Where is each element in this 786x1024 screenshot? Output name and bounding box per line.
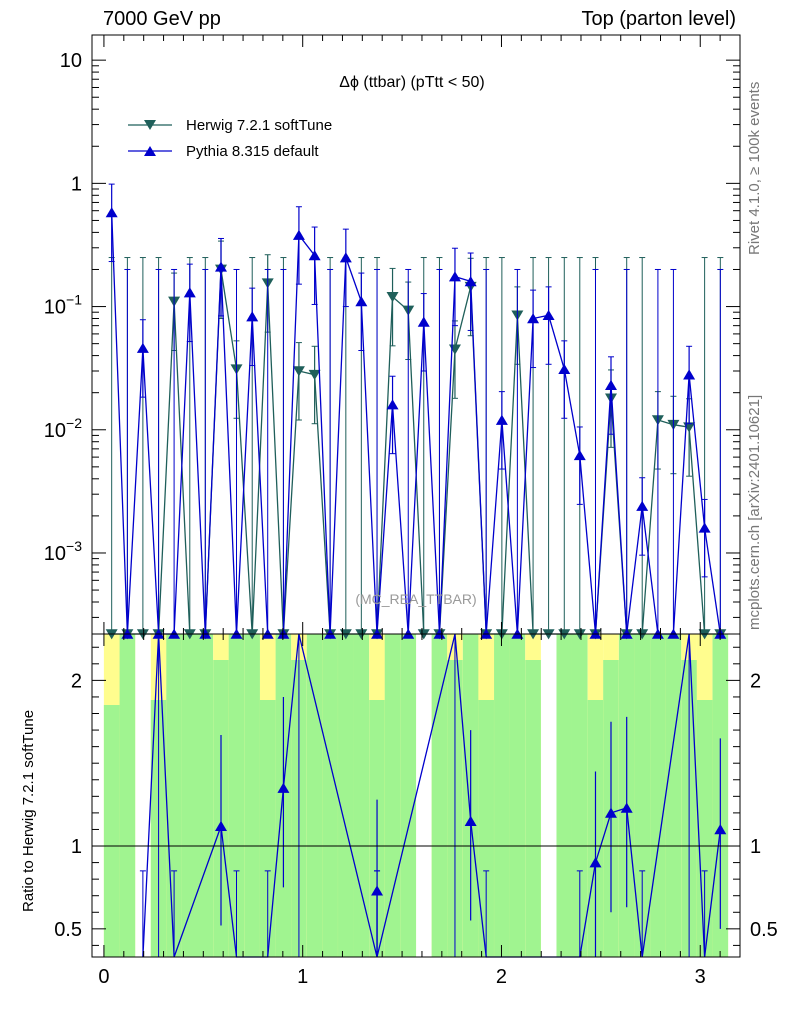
ratio-band-inner [634, 634, 651, 957]
main-series [105, 183, 727, 640]
x-tick-label: 1 [297, 966, 308, 988]
data-point-marker [136, 342, 149, 353]
y-tick-label: 1 [71, 173, 82, 195]
ratio-series [139, 633, 727, 958]
ratio-band-inner [665, 634, 682, 957]
data-point-marker [246, 311, 259, 322]
header-left: 7000 GeV pp [103, 8, 221, 30]
ratio-band-inner [181, 634, 198, 957]
data-point-marker [308, 369, 321, 381]
ratio-band-inner [338, 634, 354, 957]
data-point-marker [495, 414, 508, 425]
data-point-marker [386, 292, 399, 303]
data-point-marker [527, 313, 540, 324]
ratio-band-inner [353, 634, 370, 957]
ratio-series-line [142, 633, 721, 958]
ratio-band-inner [571, 634, 588, 957]
x-tick-label: 2 [496, 966, 507, 988]
data-point-marker [448, 271, 461, 282]
data-point-marker [448, 344, 461, 355]
data-point-marker [105, 207, 118, 218]
ratio-point-marker [604, 807, 617, 818]
legend-herwig-label: Herwig 7.2.1 softTune [186, 117, 332, 134]
ratio-y-tick-label: 1 [71, 836, 82, 858]
ratio-point-marker [620, 802, 633, 813]
ratio-band-inner [228, 634, 245, 957]
data-point-marker [604, 379, 617, 391]
legend-pythia-marker [144, 146, 156, 156]
ratio-band-inner [119, 634, 136, 957]
data-point-marker [417, 316, 430, 327]
data-point-marker [464, 276, 477, 287]
ratio-point-marker [589, 857, 602, 868]
legend: Herwig 7.2.1 softTune Pythia 8.315 defau… [128, 117, 332, 160]
data-point-marker [355, 296, 368, 307]
ratio-band-inner [197, 634, 214, 957]
data-point-marker [683, 369, 696, 380]
ratio-point-marker [464, 815, 477, 826]
ratio-y-tick-label-right: 0.5 [750, 919, 778, 941]
data-point-marker [573, 449, 586, 461]
ratio-band-inner [431, 634, 448, 957]
data-point-marker [386, 399, 399, 410]
ratio-band-inner [322, 634, 338, 957]
x-tick-label: 3 [695, 966, 706, 988]
data-point-marker [292, 229, 305, 240]
ratio-uncertainty-bands [103, 634, 729, 957]
legend-herwig-marker [144, 120, 156, 130]
ratio-band-inner [494, 634, 510, 957]
ratio-y-tick-label: 0.5 [54, 919, 82, 941]
ratio-band-inner [556, 634, 573, 957]
ratio-y-tick-label-right: 2 [750, 670, 761, 692]
data-point-marker [215, 261, 228, 272]
ratio-band-inner [400, 634, 417, 957]
data-point-marker [558, 363, 571, 375]
data-point-marker [292, 366, 305, 377]
ratio-band-inner [696, 700, 713, 957]
ratio-plot-frame [91, 633, 741, 958]
ratio-y-tick-label: 2 [71, 670, 82, 692]
series-line-1 [111, 212, 721, 635]
ratio-band-inner [525, 660, 541, 957]
ratio-band-inner [259, 700, 276, 957]
y-tick-label: 10 [60, 50, 82, 72]
data-point-marker [339, 252, 352, 263]
y-tick-label: 10−3 [44, 538, 82, 565]
legend-pythia-label: Pythia 8.315 default [186, 143, 319, 160]
data-point-marker [183, 287, 196, 298]
data-point-marker [698, 522, 711, 533]
ratio-band-inner [244, 634, 261, 957]
ratio-band-inner [509, 634, 526, 957]
watermark: (MC_REA_TTBAR) [355, 591, 476, 607]
header-right: Top (parton level) [581, 8, 736, 30]
y-tick-label: 10−1 [44, 292, 82, 319]
x-tick-label: 0 [98, 966, 109, 988]
ratio-y-tick-label-right: 1 [750, 836, 761, 858]
y-tick-label: 10−2 [44, 415, 82, 442]
ratio-band-inner [306, 634, 323, 957]
ratio-point-marker [277, 782, 290, 793]
ratio-band-inner [103, 705, 120, 957]
axes: 0 1 2 3 10 1 10−1 10−2 10−3 0.5 0.5 1 1 2 2 [44, 34, 778, 988]
data-point-marker [542, 309, 555, 321]
data-point-marker [308, 250, 321, 261]
data-point-marker [636, 500, 649, 511]
ratio-band-inner [478, 700, 494, 957]
ratio-point-marker [714, 824, 727, 835]
ratio-band-inner [650, 634, 666, 957]
ratio-point-marker [215, 820, 228, 831]
ratio-band-inner [384, 634, 401, 957]
chart-title: Δϕ (ttbar) (pTtt < 50) [339, 74, 484, 91]
